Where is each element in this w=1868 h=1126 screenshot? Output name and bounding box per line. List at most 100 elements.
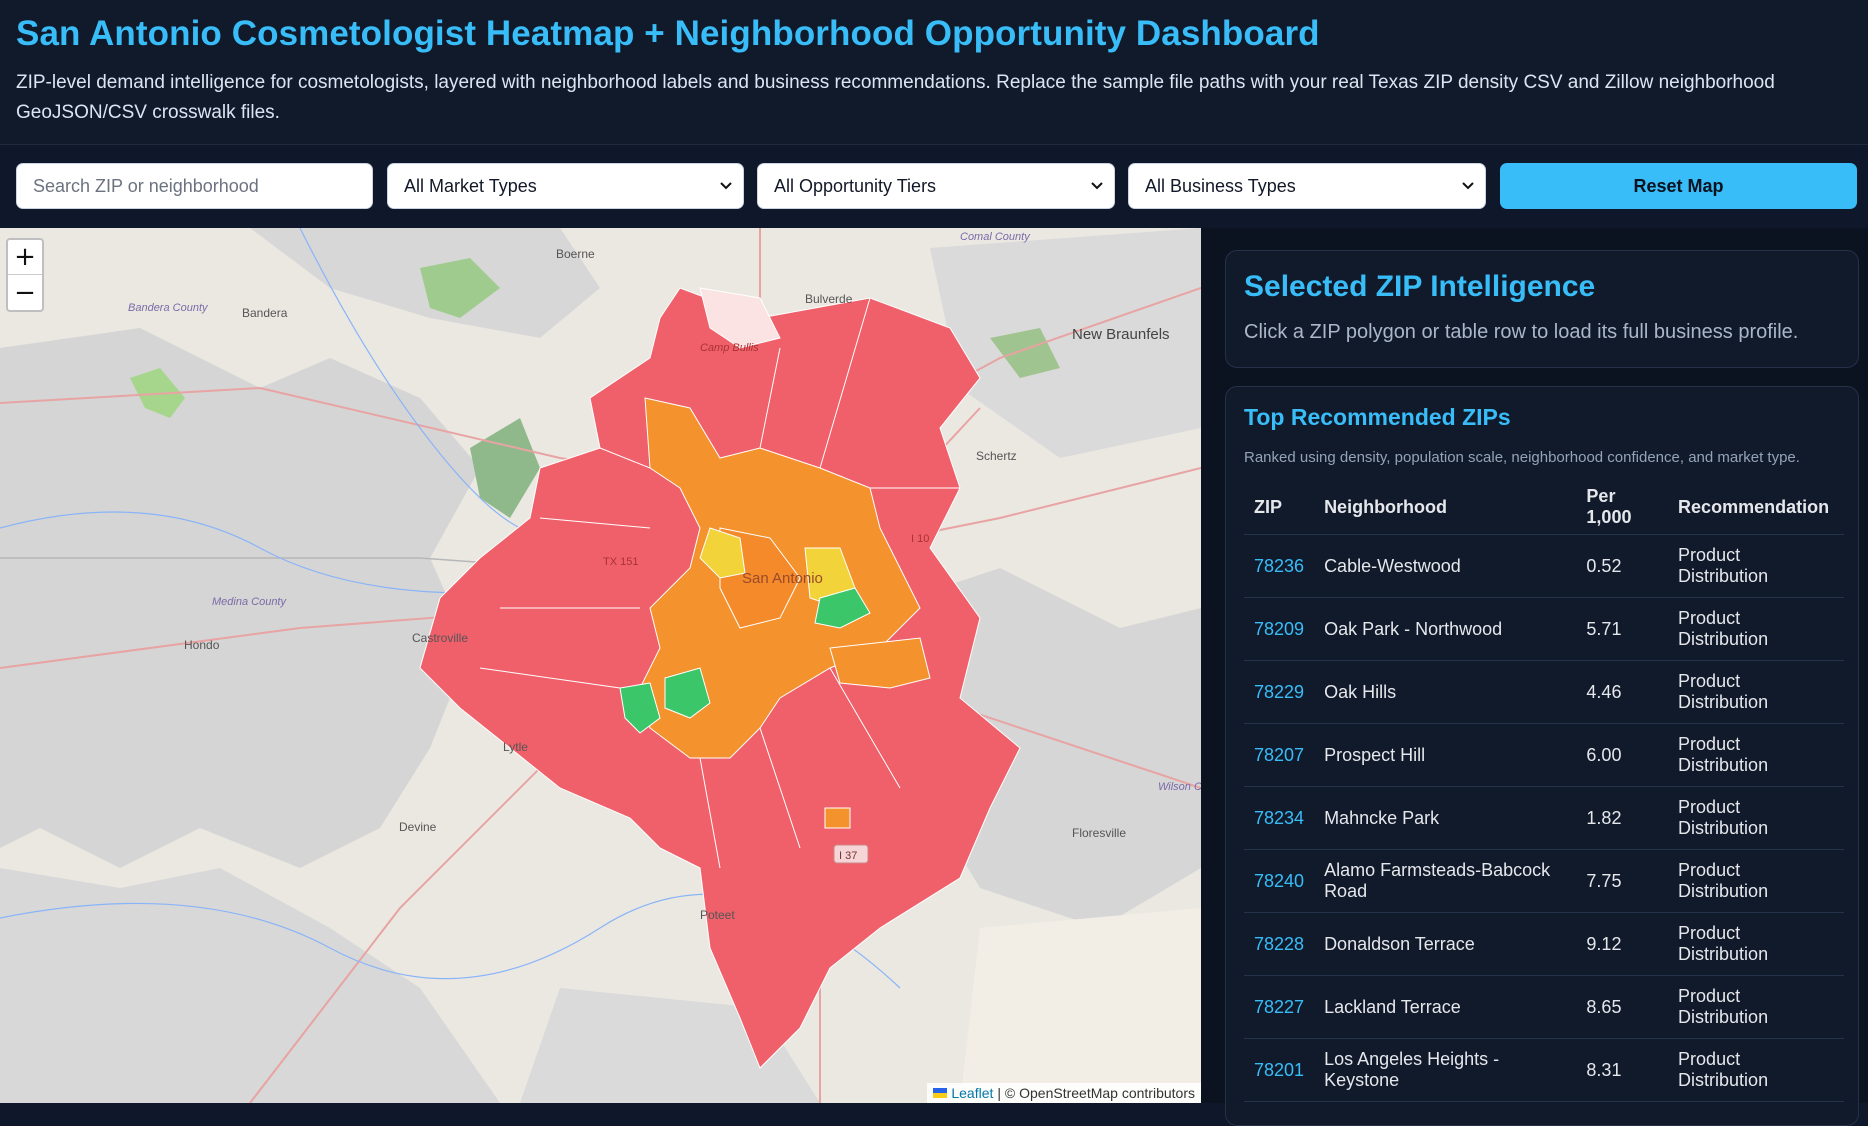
zoom-control: + − xyxy=(6,238,44,312)
zip-cell: 78236 xyxy=(1244,534,1315,598)
map-canvas[interactable]: Boerne Bulverde New Braunfels Bandera Co… xyxy=(0,228,1201,1103)
per-1000-cell: 6.00 xyxy=(1576,723,1669,787)
table-row[interactable]: 78234 Mahncke Park 1.82 Product Distributio… xyxy=(1244,786,1844,850)
map-label-wilson-county: Wilson County xyxy=(1158,781,1201,793)
selected-zip-card: Selected ZIP Intelligence Click a ZIP po… xyxy=(1225,250,1859,368)
table-row[interactable]: 78209 Oak Park - Northwood 5.71 Product Dis… xyxy=(1244,597,1844,661)
map-label-devine: Devine xyxy=(399,820,437,834)
map-label-i10: I 10 xyxy=(911,533,929,545)
chevron-down-icon xyxy=(720,182,732,190)
neighborhood-cell: Cable-Westwood xyxy=(1314,534,1577,598)
page-title: San Antonio Cosmetologist Heatmap + Neig… xyxy=(16,14,1320,53)
zip-cell: 78209 xyxy=(1244,597,1315,661)
opportunity-tier-select[interactable]: All Opportunity Tiers xyxy=(757,163,1115,209)
neighborhood-cell: Alamo Farmsteads-Babcock Road xyxy=(1314,849,1577,913)
zip-cell: 78201 xyxy=(1244,1038,1315,1102)
map-label-bulverde: Bulverde xyxy=(805,292,853,306)
zip-cell: 78227 xyxy=(1244,975,1315,1039)
zip-cell: 78207 xyxy=(1244,723,1315,787)
map-tiles: Boerne Bulverde New Braunfels Bandera Co… xyxy=(0,228,1201,1103)
recommendation-cell: Product Distribution xyxy=(1668,597,1844,661)
col-header-neighborhood: Neighborhood xyxy=(1314,480,1577,535)
top-zips-card: Top Recommended ZIPs Ranked using densit… xyxy=(1225,386,1859,1126)
map-label-bandera-county: Bandera County xyxy=(128,302,209,314)
map-label-lytle: Lytle xyxy=(503,740,528,754)
chevron-down-icon xyxy=(1462,182,1474,190)
map-attribution: Leaflet | © OpenStreetMap contributors xyxy=(927,1083,1201,1103)
neighborhood-cell: Donaldson Terrace xyxy=(1314,912,1577,976)
top-zips-table: ZIP Neighborhood Per 1,000 Recommendatio… xyxy=(1244,480,1844,1102)
market-type-value: All Market Types xyxy=(404,175,537,196)
neighborhood-cell: Oak Park - Northwood xyxy=(1314,597,1577,661)
zoom-in-button[interactable]: + xyxy=(8,240,42,275)
table-row[interactable]: 78207 Prospect Hill 6.00 Product Distributi… xyxy=(1244,723,1844,787)
map-label-tx151: TX 151 xyxy=(603,556,638,568)
side-panel: Selected ZIP Intelligence Click a ZIP po… xyxy=(1201,228,1868,1126)
search-placeholder: Search ZIP or neighborhood xyxy=(33,175,259,196)
table-header-row: ZIP Neighborhood Per 1,000 Recommendatio… xyxy=(1244,480,1844,535)
leaflet-link[interactable]: Leaflet xyxy=(951,1085,994,1101)
search-input[interactable]: Search ZIP or neighborhood xyxy=(16,163,373,209)
per-1000-cell: 8.65 xyxy=(1576,975,1669,1039)
business-type-select[interactable]: All Business Types xyxy=(1128,163,1486,209)
selected-zip-hint: Click a ZIP polygon or table row to load… xyxy=(1244,321,1799,343)
recommendation-cell: Product Distribution xyxy=(1668,1038,1844,1102)
map-label-bandera: Bandera xyxy=(242,306,288,320)
table-row[interactable]: 78201 Los Angeles Heights - Keystone 8.31 P… xyxy=(1244,1038,1844,1102)
map-label-floresville: Floresville xyxy=(1072,826,1126,840)
zip-cell: 78240 xyxy=(1244,849,1315,913)
ukraine-flag-icon xyxy=(933,1088,948,1098)
per-1000-cell: 1.82 xyxy=(1576,786,1669,850)
market-type-select[interactable]: All Market Types xyxy=(387,163,744,209)
per-1000-cell: 9.12 xyxy=(1576,912,1669,976)
top-zips-title: Top Recommended ZIPs xyxy=(1244,404,1511,430)
map-label-schertz: Schertz xyxy=(976,449,1017,463)
recommendation-cell: Product Distribution xyxy=(1668,534,1844,598)
col-header-recommendation: Recommendation xyxy=(1668,480,1844,535)
top-zips-note: Ranked using density, population scale, … xyxy=(1244,449,1800,466)
table-row[interactable]: 78240 Alamo Farmsteads-Babcock Road 7.75 Pr… xyxy=(1244,849,1844,913)
table-row[interactable]: 78236 Cable-Westwood 0.52 Product Distribut… xyxy=(1244,534,1844,598)
neighborhood-cell: Los Angeles Heights - Keystone xyxy=(1314,1038,1577,1102)
recommendation-cell: Product Distribution xyxy=(1668,912,1844,976)
recommendation-cell: Product Distribution xyxy=(1668,975,1844,1039)
map-label-comal-county: Comal County xyxy=(960,231,1031,243)
page-subtitle: ZIP-level demand intelligence for cosmet… xyxy=(16,72,1775,123)
recommendation-cell: Product Distribution xyxy=(1668,660,1844,724)
map-label-new-braunfels: New Braunfels xyxy=(1072,326,1170,343)
reset-map-button[interactable]: Reset Map xyxy=(1500,163,1857,209)
recommendation-cell: Product Distribution xyxy=(1668,786,1844,850)
col-header-zip: ZIP xyxy=(1244,480,1315,535)
recommendation-cell: Product Distribution xyxy=(1668,723,1844,787)
neighborhood-cell: Mahncke Park xyxy=(1314,786,1577,850)
map-label-san-antonio: San Antonio xyxy=(742,570,823,587)
per-1000-cell: 7.75 xyxy=(1576,849,1669,913)
zip-cell: 78234 xyxy=(1244,786,1315,850)
per-1000-cell: 8.31 xyxy=(1576,1038,1669,1102)
col-header-per-1000: Per 1,000 xyxy=(1576,480,1669,535)
selected-zip-title: Selected ZIP Intelligence xyxy=(1244,270,1596,303)
filter-bar: Search ZIP or neighborhood All Market Ty… xyxy=(0,146,1868,228)
neighborhood-cell: Oak Hills xyxy=(1314,660,1577,724)
chevron-down-icon xyxy=(1091,182,1103,190)
recommendation-cell: Product Distribution xyxy=(1668,849,1844,913)
map-label-hondo: Hondo xyxy=(184,638,220,652)
neighborhood-cell: Lackland Terrace xyxy=(1314,975,1577,1039)
business-type-value: All Business Types xyxy=(1145,175,1296,196)
neighborhood-cell: Prospect Hill xyxy=(1314,723,1577,787)
header: San Antonio Cosmetologist Heatmap + Neig… xyxy=(0,0,1868,145)
map-label-medina-county: Medina County xyxy=(212,596,287,608)
table-row[interactable]: 78229 Oak Hills 4.46 Product Distribution xyxy=(1244,660,1844,724)
zoom-out-button[interactable]: − xyxy=(14,277,36,308)
map-label-poteet: Poteet xyxy=(700,908,735,922)
per-1000-cell: 0.52 xyxy=(1576,534,1669,598)
table-row[interactable]: 78228 Donaldson Terrace 9.12 Product Distri… xyxy=(1244,912,1844,976)
opportunity-tier-value: All Opportunity Tiers xyxy=(774,175,937,196)
per-1000-cell: 4.46 xyxy=(1576,660,1669,724)
osm-attribution: | © OpenStreetMap contributors xyxy=(997,1085,1195,1101)
map-label-i37: I 37 xyxy=(839,850,857,862)
map-label-camp-bullis: Camp Bullis xyxy=(700,342,759,354)
table-row[interactable]: 78227 Lackland Terrace 8.65 Product Distrib… xyxy=(1244,975,1844,1039)
zip-cell: 78228 xyxy=(1244,912,1315,976)
zip-cell: 78229 xyxy=(1244,660,1315,724)
